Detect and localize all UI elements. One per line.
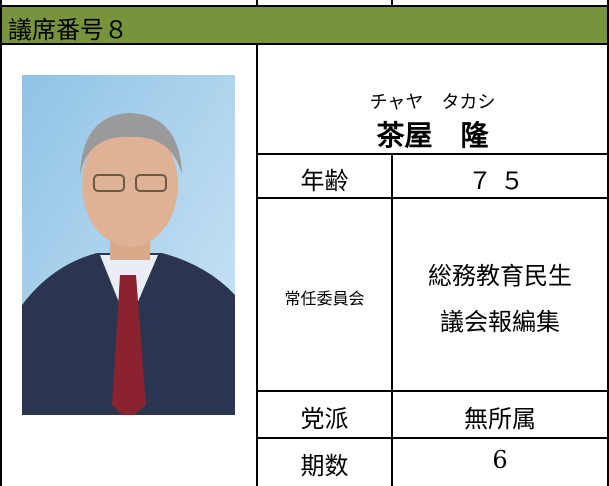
row-label: 年齢 — [300, 167, 349, 195]
name-reading: チャヤ タカシ — [369, 92, 496, 113]
row-value: ７５ — [468, 167, 532, 195]
portrait-photo — [22, 75, 235, 415]
member-name: 茶屋 隆 — [376, 119, 489, 152]
row-label: 常任委員会 — [284, 289, 365, 308]
header-title: 議席番号８ — [8, 16, 128, 44]
row-value: 議会報編集 — [440, 308, 560, 336]
header-bar — [0, 5, 609, 45]
row-value: 6 — [492, 446, 508, 474]
row-value: 無所属 — [464, 405, 536, 433]
row-label: 党派 — [300, 405, 349, 433]
row-value: 総務教育民生 — [428, 262, 572, 290]
row-label: 期数 — [300, 452, 349, 480]
